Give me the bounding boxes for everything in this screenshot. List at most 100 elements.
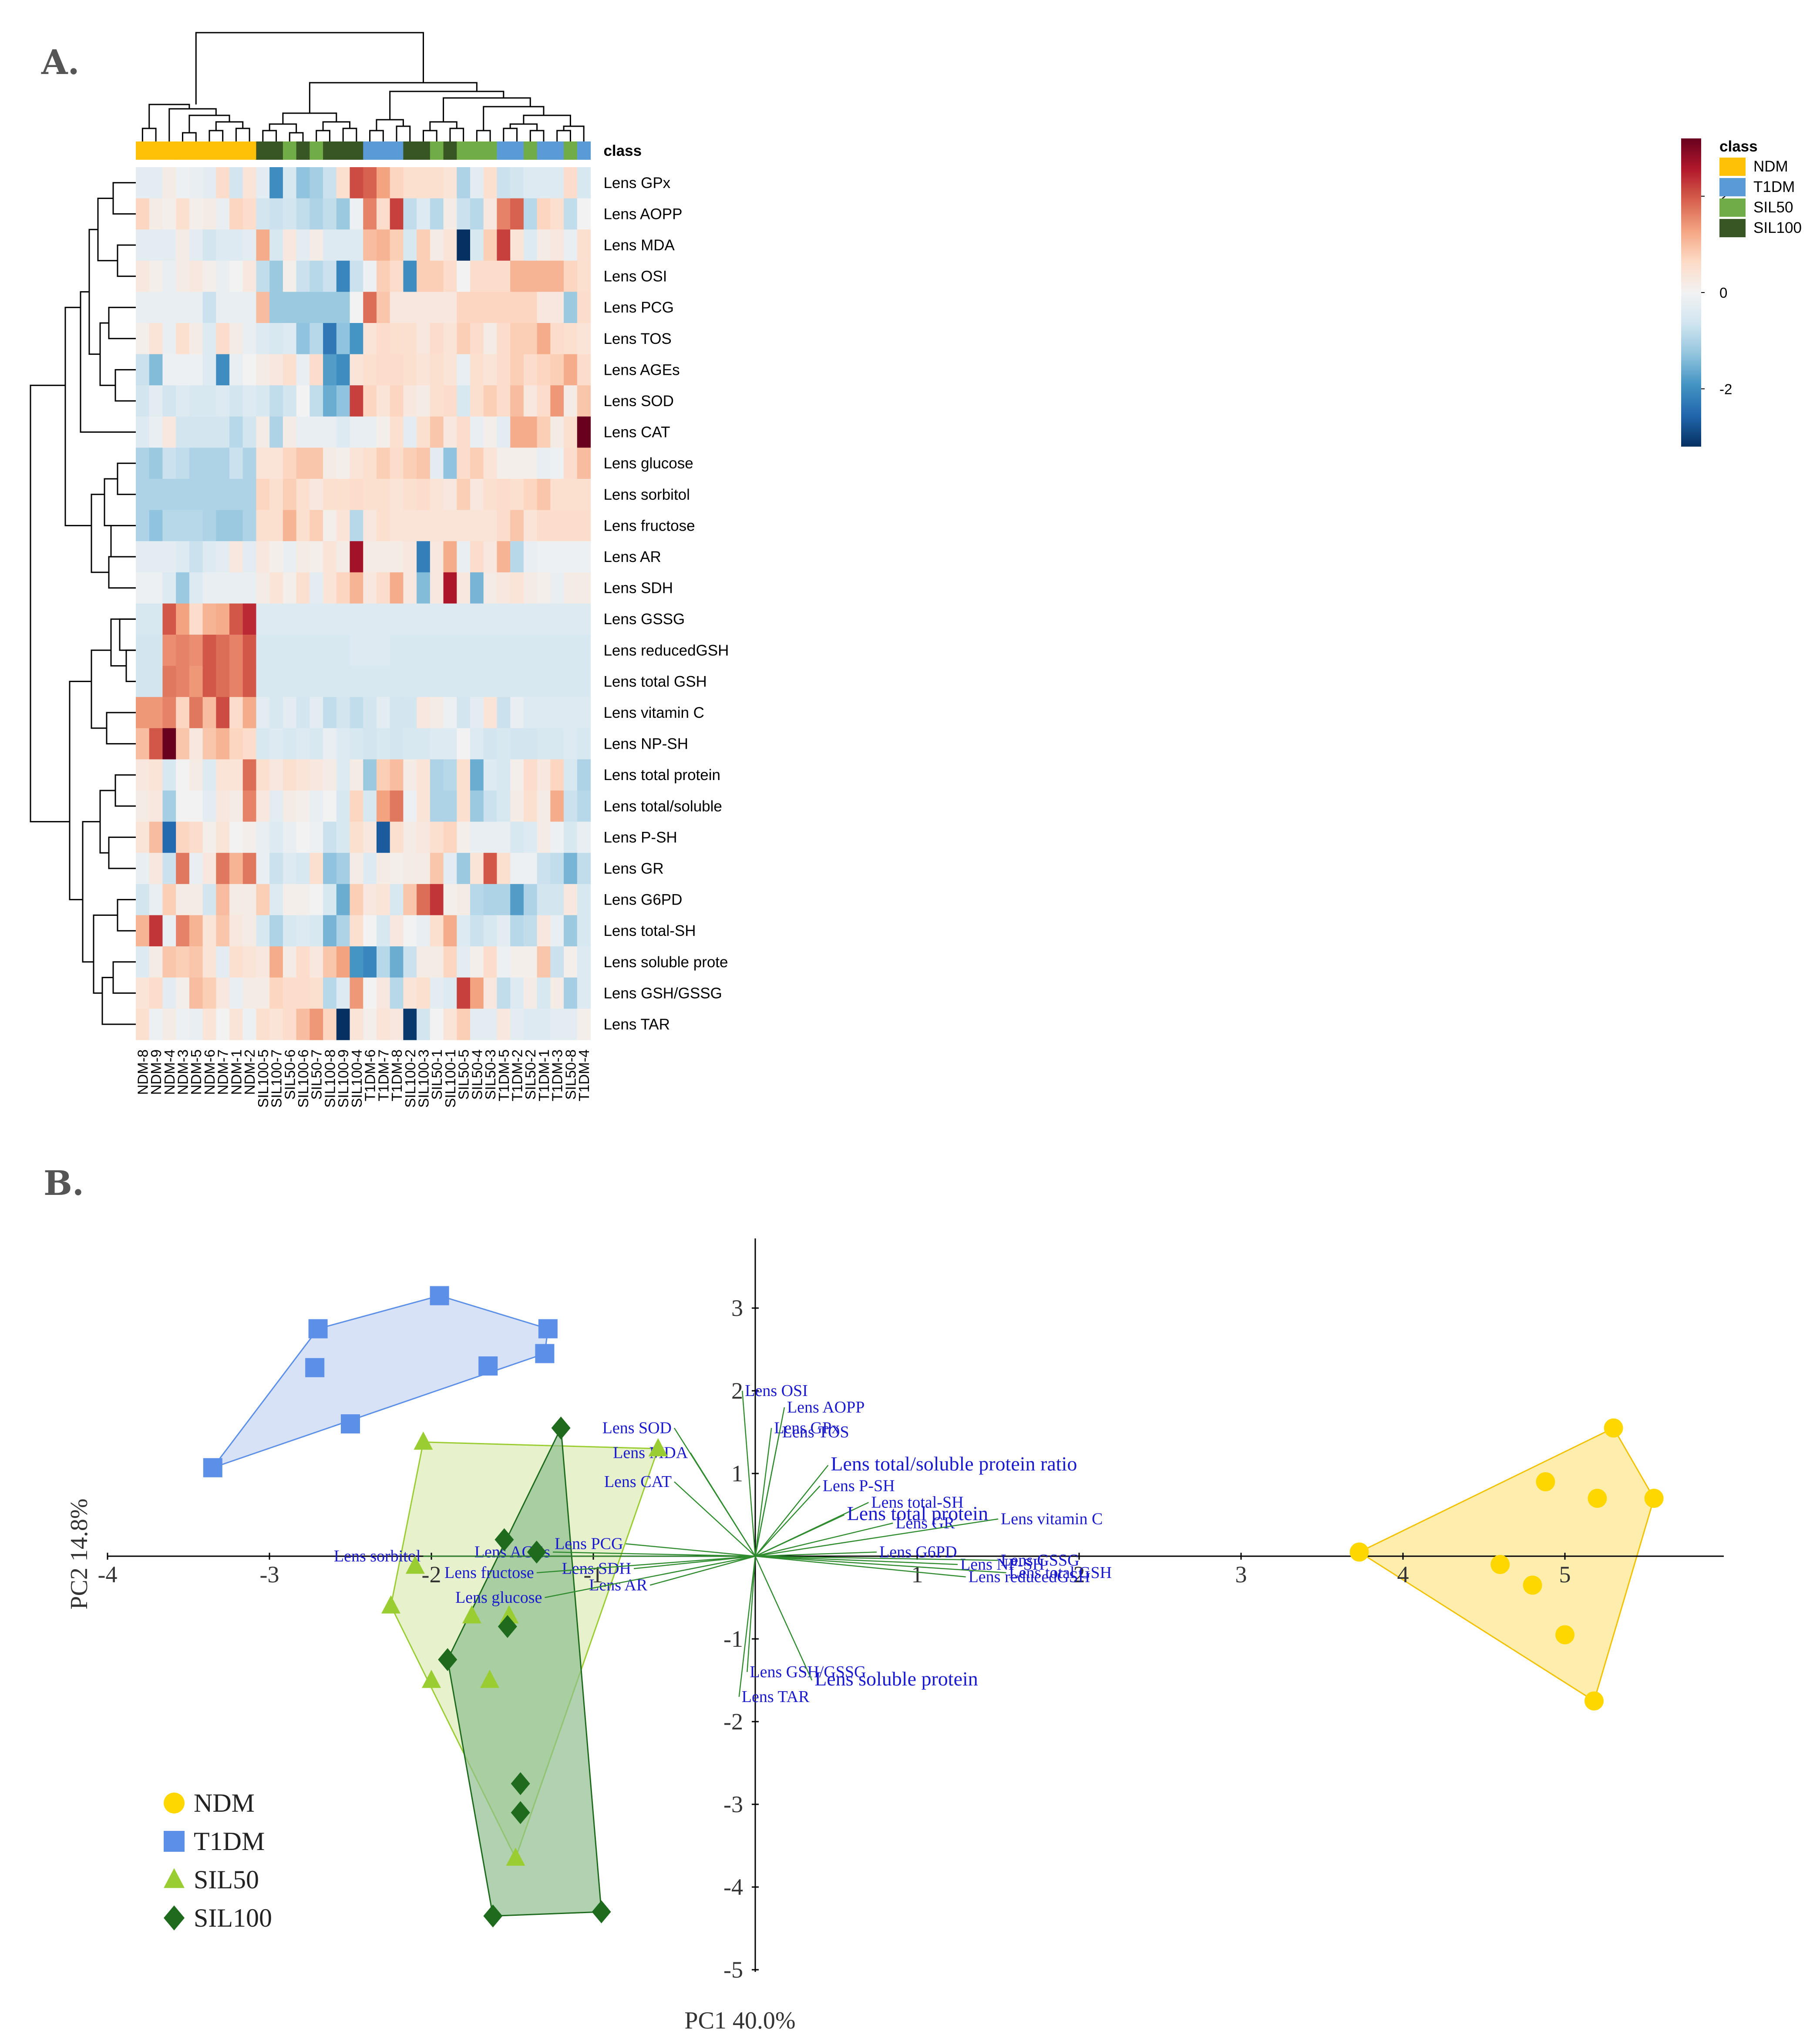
- heatmap-cell: [564, 666, 578, 697]
- heatmap-cell: [523, 853, 538, 885]
- heatmap-cell: [350, 385, 363, 417]
- heatmap-cell: [577, 541, 591, 573]
- heatmap-cell: [430, 759, 444, 791]
- heatmap-cell: [162, 354, 176, 386]
- heatmap-cell: [283, 292, 297, 323]
- heatmap-cell: [149, 229, 163, 261]
- heatmap-cell: [390, 884, 404, 915]
- heatmap-cell: [149, 479, 163, 511]
- heatmap-cell: [296, 541, 310, 573]
- heatmap-cell: [417, 354, 431, 386]
- x-axis-label: PC1 40.0%: [684, 2007, 795, 2034]
- heatmap-cell: [417, 572, 431, 604]
- heatmap-cell: [269, 791, 283, 822]
- heatmap-cell: [443, 697, 457, 729]
- heatmap-cell: [363, 323, 377, 355]
- heatmap-cell: [149, 510, 163, 542]
- heatmap-cell: [550, 229, 564, 261]
- heatmap-cell: [564, 603, 578, 635]
- heatmap-cell: [136, 572, 150, 604]
- heatmap-cell: [483, 884, 498, 915]
- heatmap-cell: [376, 791, 390, 822]
- heatmap-cell: [136, 946, 150, 978]
- heatmap-cell: [523, 541, 538, 573]
- heatmap-cell: [577, 479, 591, 511]
- heatmap-cell: [577, 385, 591, 417]
- heatmap-cell: [564, 977, 578, 1009]
- heatmap-cell: [216, 1009, 230, 1040]
- heatmap-cell: [149, 946, 163, 978]
- heatmap-cell: [296, 666, 310, 697]
- heatmap-cell: [523, 323, 538, 355]
- heatmap-cell: [390, 915, 404, 947]
- heatmap-cell: [457, 416, 471, 448]
- heatmap-cell: [443, 977, 457, 1009]
- heatmap-cell: [189, 541, 203, 573]
- heatmap-cell: [256, 884, 270, 915]
- heatmap-cell: [162, 198, 176, 230]
- heatmap-cell: [537, 229, 551, 261]
- heatmap-cell: [376, 229, 390, 261]
- heatmap-cell: [470, 697, 484, 729]
- heatmap-cell: [564, 479, 578, 511]
- heatmap-cell: [269, 416, 283, 448]
- heatmap-cell: [483, 260, 498, 292]
- heatmap-cell: [310, 697, 323, 729]
- heatmap-cell: [162, 541, 176, 573]
- heatmap-cell: [256, 198, 270, 230]
- heatmap-cell: [350, 1009, 363, 1040]
- column-label: SIL50-4: [469, 1050, 485, 1100]
- x-tick-label: 5: [1559, 1561, 1571, 1588]
- heatmap-cell: [350, 354, 363, 386]
- heatmap-cell: [149, 759, 163, 791]
- heatmap-cell: [336, 946, 350, 978]
- heatmap-cell: [417, 635, 431, 666]
- loading-arrow: [741, 1390, 756, 1557]
- heatmap-cell: [483, 791, 498, 822]
- heatmap-cell: [256, 791, 270, 822]
- row-label: Lens OSI: [603, 268, 667, 285]
- heatmap-cell: [564, 354, 578, 386]
- legend-marker-sil100: [164, 1905, 185, 1931]
- heatmap-cell: [470, 385, 484, 417]
- heatmap-cell: [457, 759, 471, 791]
- heatmap-cell: [149, 385, 163, 417]
- point-t1dm: [203, 1458, 222, 1477]
- heatmap-cell: [550, 884, 564, 915]
- panel-b-label: B.: [44, 1164, 84, 1203]
- heatmap-cell: [136, 229, 150, 261]
- heatmap-cell: [350, 884, 363, 915]
- heatmap-cell: [350, 510, 363, 542]
- heatmap-cell: [470, 728, 484, 760]
- heatmap-cell: [162, 385, 176, 417]
- heatmap-cell: [136, 416, 150, 448]
- heatmap-cell: [350, 198, 363, 230]
- row-label: Lens GSSG: [603, 611, 685, 628]
- heatmap-cell: [363, 759, 377, 791]
- heatmap-cell: [136, 167, 150, 199]
- heatmap-cell: [336, 759, 350, 791]
- heatmap-cell: [216, 603, 230, 635]
- heatmap-cell: [176, 977, 190, 1009]
- heatmap-cell: [256, 510, 270, 542]
- heatmap-cell: [390, 510, 404, 542]
- heatmap-cell: [202, 292, 216, 323]
- heatmap-cell: [564, 260, 578, 292]
- heatmap-cell: [430, 416, 444, 448]
- heatmap-cell: [537, 354, 551, 386]
- legend-label: T1DM: [194, 1827, 265, 1856]
- heatmap-cell: [403, 915, 417, 947]
- heatmap-cell: [403, 635, 417, 666]
- heatmap-cell: [537, 728, 551, 760]
- heatmap-cell: [457, 510, 471, 542]
- loading-arrow: [755, 1555, 958, 1565]
- heatmap-cell: [457, 821, 471, 853]
- heatmap-cell: [417, 759, 431, 791]
- heatmap-cell: [229, 977, 243, 1009]
- heatmap-cell: [376, 385, 390, 417]
- heatmap-cell: [550, 821, 564, 853]
- heatmap-cell: [430, 1009, 444, 1040]
- heatmap-cell: [497, 728, 511, 760]
- column-label: NDM-9: [148, 1050, 164, 1095]
